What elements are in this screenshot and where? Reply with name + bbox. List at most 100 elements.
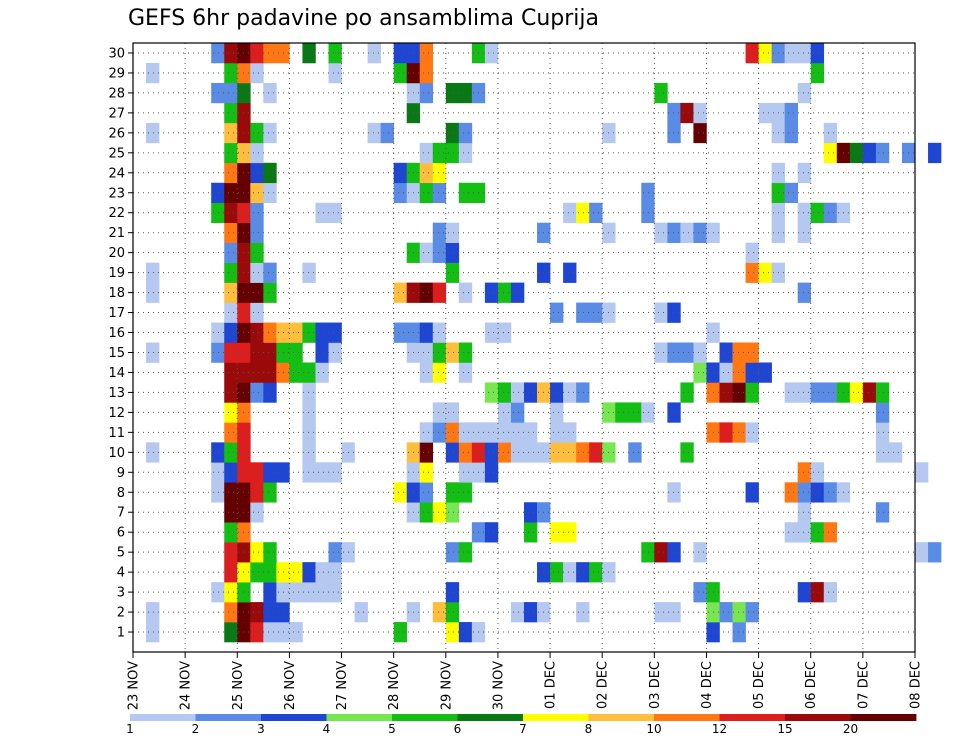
data-cell [810,462,825,483]
data-cell [432,502,447,523]
data-cell [315,202,329,224]
data-cell [667,222,681,243]
data-cell [224,522,238,543]
data-cell [589,302,603,323]
data-cell [458,422,473,443]
data-cell [289,562,303,583]
data-cell [667,302,681,323]
data-cell [328,322,342,343]
data-cell [458,622,473,643]
data-cell [393,162,407,184]
y-tick-label: 24 [108,166,125,181]
data-cell [393,43,407,64]
data-cell [419,282,434,303]
data-cell [797,382,812,403]
data-cell [875,382,890,403]
data-cell [758,102,772,124]
data-cell [315,562,329,583]
data-cell [784,122,798,144]
y-tick-label: 11 [108,426,125,441]
data-cell [224,542,238,563]
data-cell [146,442,160,463]
x-tick-label: 27 NOV [335,661,350,710]
data-cell [875,442,890,463]
x-tick-label: 03 DEC [648,661,663,709]
data-cell [524,522,538,543]
y-tick-label: 18 [108,286,125,301]
data-cell [915,462,929,483]
y-tick-label: 8 [117,486,125,501]
data-cell [250,322,264,343]
data-cell [224,102,238,124]
data-cell [615,402,629,423]
data-cell [224,302,238,323]
data-cell [654,222,668,243]
data-cell [445,122,460,144]
data-cell [458,122,473,144]
data-cell [550,382,564,403]
data-cell [289,362,303,383]
data-cell [875,502,890,523]
y-tick-label: 10 [108,446,125,461]
data-cell [576,302,590,323]
data-cell [667,482,681,503]
data-cell [250,182,264,204]
data-cell [680,102,694,124]
data-cell [524,382,538,403]
data-cell [550,402,564,423]
data-cell [263,43,277,64]
data-cell [667,402,681,423]
data-cell [758,362,772,383]
data-cell [263,282,277,303]
y-tick-label: 7 [117,506,125,521]
data-cell [445,622,460,643]
data-cell [263,482,277,503]
data-cell [797,202,812,224]
data-cell [641,402,655,423]
x-tick-label: 30 NOV [491,661,506,710]
colorbar-label: 3 [257,722,265,736]
data-cell [328,562,342,583]
data-cell [563,422,577,443]
data-cell [458,442,473,463]
data-cell [224,502,238,523]
data-cell [888,442,903,463]
data-cell [445,242,460,263]
data-cell [289,622,303,643]
data-cell [302,582,316,603]
y-tick-label: 9 [117,466,125,481]
data-cell [146,122,160,144]
data-cell [745,43,759,64]
data-cell [510,402,525,423]
data-cell [211,342,225,363]
colorbar-segment [261,714,327,721]
data-cell [510,382,525,403]
data-cell [432,342,447,363]
data-cell [641,542,655,563]
data-cell [797,43,812,64]
data-cell [719,342,733,363]
data-cell [667,102,681,124]
data-cell [419,62,434,84]
data-cell [263,602,277,623]
data-cell [732,422,746,443]
data-cell [823,382,838,403]
data-cell [550,442,564,463]
data-cell [719,422,733,443]
data-cell [224,222,238,243]
colorbar-segment [654,714,720,721]
data-cell [693,362,707,383]
data-cell [875,422,890,443]
x-tick-label: 28 NOV [387,661,402,710]
data-cell [445,142,460,164]
data-cell [445,442,460,463]
data-cell [797,582,812,603]
data-cell [719,602,733,623]
data-cell [745,482,759,503]
x-tick-label: 04 DEC [700,661,715,709]
data-cell [224,422,238,443]
data-cell [693,222,707,243]
colorbar-segment [195,714,262,721]
data-cell [589,562,603,583]
data-cell [419,82,434,104]
